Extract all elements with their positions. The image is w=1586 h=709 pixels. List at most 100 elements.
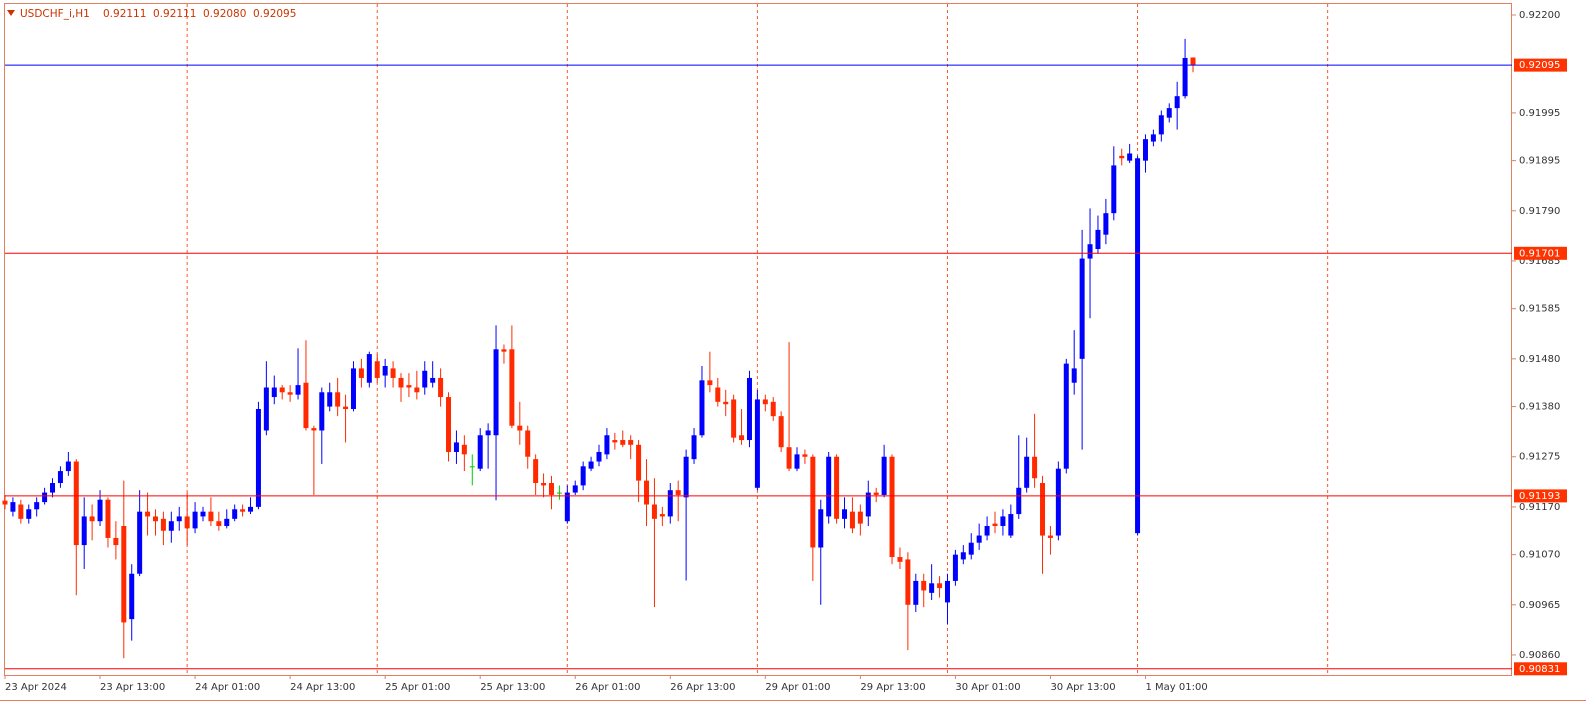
candle-body — [73, 461, 79, 546]
candle-body — [89, 516, 95, 522]
candle-body — [295, 385, 301, 395]
candle-body — [192, 511, 198, 529]
candle-body — [10, 502, 16, 512]
candle-body — [453, 442, 459, 452]
candle-body — [810, 456, 816, 548]
y-tick-label: 0.91070 — [1519, 550, 1560, 561]
candle-body — [34, 502, 40, 510]
candle-body — [279, 387, 285, 393]
candle-body — [572, 485, 578, 493]
candle-body — [556, 492, 562, 494]
y-tick-label: 0.91895 — [1519, 156, 1560, 167]
candle-body — [50, 483, 56, 493]
price-tag — [1514, 246, 1567, 260]
candle-body — [865, 492, 871, 517]
candle-body — [921, 580, 927, 591]
candle-body — [1135, 158, 1141, 534]
candle-body — [691, 435, 697, 460]
candle-body — [485, 430, 491, 436]
candle-body — [762, 399, 768, 405]
y-tick-label: 0.91380 — [1519, 402, 1560, 413]
x-tick-label: 25 Apr 13:00 — [480, 682, 545, 693]
candle-body — [746, 377, 752, 441]
candle-body — [430, 377, 436, 383]
candle-body — [152, 516, 158, 522]
candle-body — [1016, 487, 1022, 515]
y-tick-label: 0.91685 — [1519, 256, 1560, 267]
candle-body — [849, 511, 855, 529]
candle-body — [255, 408, 261, 507]
candle-body — [501, 349, 507, 352]
candle-body — [802, 454, 808, 457]
candle-body — [659, 514, 665, 517]
candle-body — [778, 416, 784, 448]
price-tag-label: 0.91193 — [1519, 491, 1560, 502]
candle-body — [857, 511, 863, 524]
candle-body — [1047, 535, 1053, 538]
x-tick-label: 23 Apr 2024 — [5, 682, 67, 693]
candle-body — [541, 483, 547, 486]
candle-body — [723, 401, 729, 405]
candle-body — [596, 451, 602, 462]
candle-body — [1174, 96, 1180, 109]
x-tick-label: 1 May 01:00 — [1145, 682, 1207, 693]
candle-body — [1158, 115, 1164, 135]
header-high: 0.92111 — [153, 8, 196, 20]
candle-body — [176, 516, 182, 522]
candle-body — [1079, 258, 1085, 359]
y-tick-label: 0.91170 — [1519, 502, 1560, 513]
candle-body — [786, 447, 792, 469]
header-marker — [7, 10, 15, 16]
candle-body — [509, 349, 515, 426]
candle-body — [303, 382, 309, 429]
candle-body — [715, 387, 721, 402]
y-tick-label: 0.91275 — [1519, 452, 1560, 463]
candle-body — [976, 535, 982, 543]
price-tag — [1514, 58, 1567, 72]
candle-body — [960, 552, 966, 560]
candle-body — [873, 492, 879, 495]
price-tag — [1514, 489, 1567, 503]
candle-body — [968, 542, 974, 555]
candle-body — [2, 500, 8, 505]
candle-body — [184, 516, 190, 529]
candle-body — [382, 366, 388, 376]
candle-body — [731, 399, 737, 438]
candle-body — [707, 380, 713, 386]
candle-body — [1182, 57, 1188, 97]
candle-body — [636, 444, 642, 481]
candle-body — [216, 521, 222, 526]
candle-body — [398, 377, 404, 388]
candle-body — [406, 385, 412, 388]
candle-body — [548, 483, 554, 495]
candle-body — [1024, 456, 1030, 488]
plot-frame — [4, 3, 1512, 676]
candle-body — [754, 399, 760, 488]
candle-body — [1063, 363, 1069, 469]
y-tick-label: 0.91585 — [1519, 304, 1560, 315]
candle-body — [105, 499, 111, 538]
candle-body — [564, 492, 570, 522]
candle-body — [984, 525, 990, 536]
candle-body — [343, 406, 349, 409]
candle-body — [881, 456, 887, 495]
candle-body — [834, 456, 840, 519]
candle-body — [1142, 139, 1148, 161]
candle-body — [1166, 108, 1172, 118]
candle-body — [628, 440, 634, 445]
candle-body — [604, 435, 610, 455]
candle-body — [1087, 244, 1093, 259]
candle-body — [469, 466, 475, 468]
header-close: 0.92095 — [253, 8, 296, 20]
candle-body — [366, 354, 372, 383]
candle-body — [739, 435, 745, 441]
candle-body — [168, 521, 174, 531]
candle-body — [580, 466, 586, 486]
candle-body — [271, 387, 277, 398]
candle-body — [533, 459, 539, 484]
price-tag-label: 0.90831 — [1519, 664, 1560, 675]
candle-body — [1095, 229, 1101, 249]
candle-body — [667, 490, 673, 517]
